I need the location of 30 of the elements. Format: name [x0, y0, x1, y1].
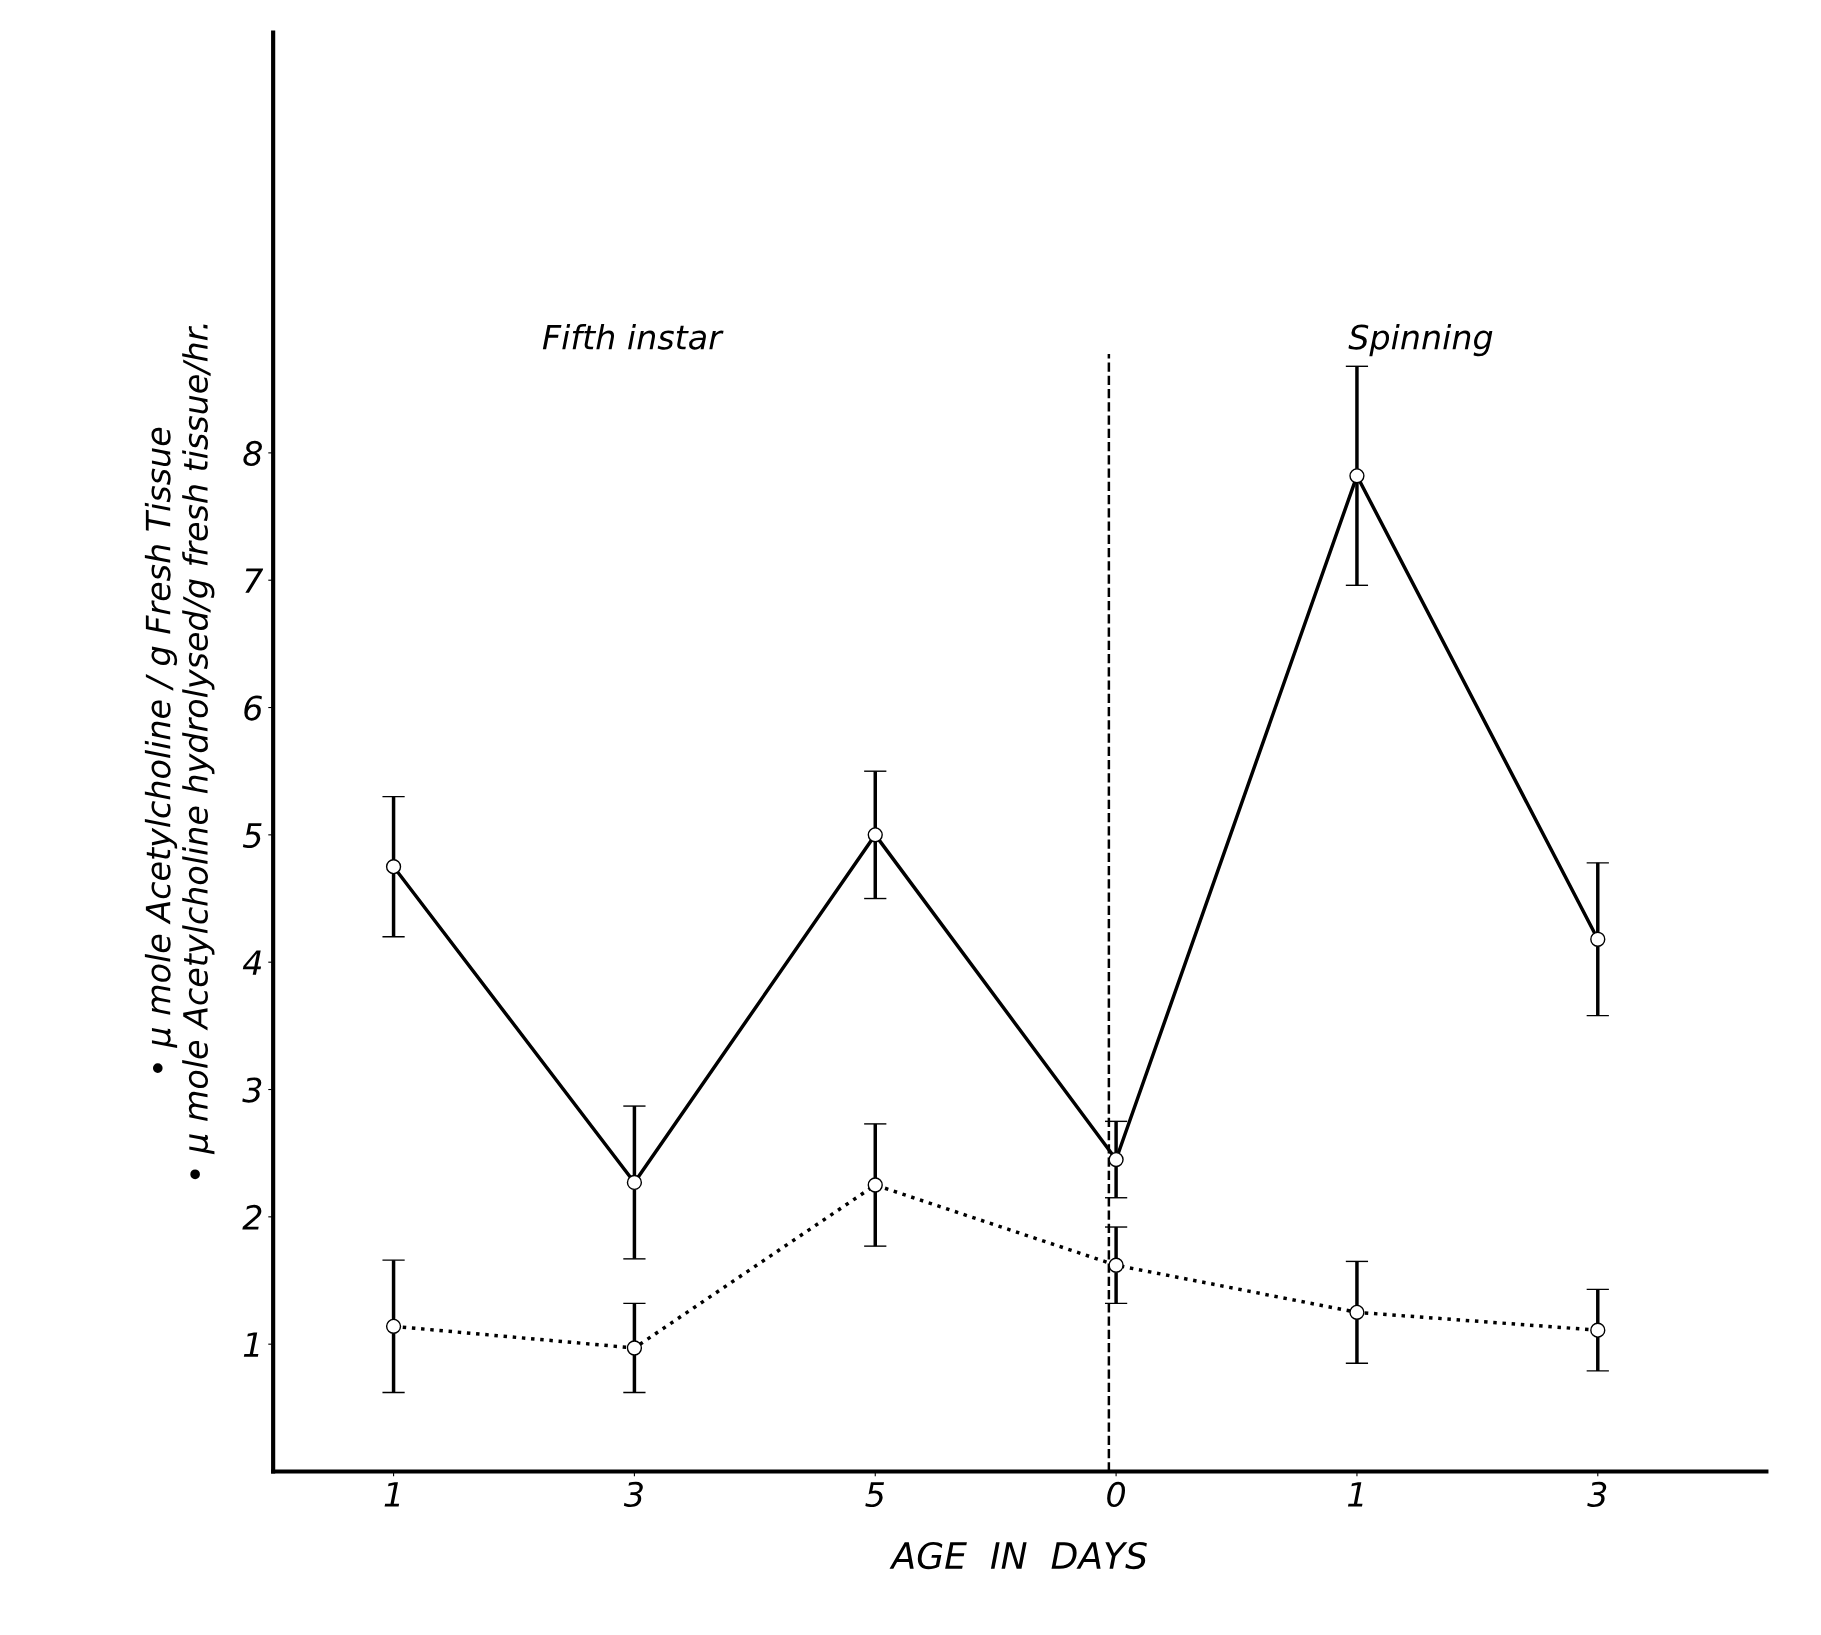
point: [867, 1177, 883, 1193]
y-tick-label: 6: [244, 695, 262, 721]
point: [385, 1318, 402, 1334]
point: [1349, 468, 1365, 484]
annotation: Fifth instar: [542, 323, 724, 350]
x-tick-label: 0: [1107, 1481, 1126, 1508]
point: [626, 1340, 643, 1356]
annotation: Spinning: [1348, 323, 1493, 357]
y-tick-label: 5: [242, 823, 262, 848]
y-tick-label: 7: [245, 568, 264, 593]
point: [1590, 1322, 1606, 1338]
y-tick-label: 1: [243, 1332, 259, 1357]
y-tick-label: 4: [242, 950, 262, 975]
point: [1590, 931, 1606, 947]
x-tick-label: 1: [384, 1482, 400, 1507]
point: [1349, 1304, 1365, 1320]
x-axis-title: AGE IN DAYS: [889, 1541, 1147, 1570]
x-tick-label: 3: [623, 1481, 643, 1508]
x-tick-label: 1: [1347, 1482, 1363, 1507]
x-tick-label: 3: [1587, 1481, 1607, 1508]
y-tick-label: 2: [242, 1204, 262, 1230]
point: [385, 859, 402, 875]
x-tick-label: 5: [865, 1482, 885, 1508]
point: [1108, 1151, 1124, 1168]
point: [867, 827, 883, 843]
y-tick-label: 8: [243, 440, 262, 467]
point: [626, 1174, 643, 1191]
point: [1108, 1257, 1124, 1273]
y-tick-label: 3: [242, 1077, 262, 1103]
y-axis-title: • μ mole Acetylcholine / g Fresh Tissue • μ mole Acetylcholine hydrolysed/g fresh tissue/hr.: [144, 324, 215, 1180]
